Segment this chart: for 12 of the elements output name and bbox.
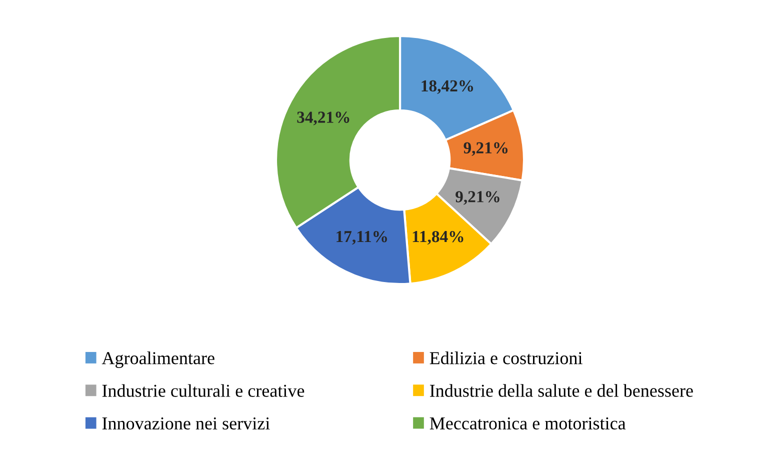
legend-label: Industrie della salute e del benessere <box>430 384 693 397</box>
legend-label: Industrie culturali e creative <box>102 384 304 397</box>
data-label: 17,11% <box>336 230 387 245</box>
legend-label: Agroalimentare <box>102 352 214 368</box>
legend-label: Meccatronica e motoristica <box>430 417 626 430</box>
data-label: 18,42% <box>422 80 474 94</box>
data-label: 34,21% <box>297 112 350 126</box>
data-label: 9,21% <box>456 191 500 205</box>
data-label: 9,21% <box>464 142 508 156</box>
legend-label: Edilizia e costruzioni <box>430 352 582 364</box>
data-label: 11,84% <box>412 230 464 245</box>
legend-label: Innovazione nei servizi <box>102 417 270 430</box>
